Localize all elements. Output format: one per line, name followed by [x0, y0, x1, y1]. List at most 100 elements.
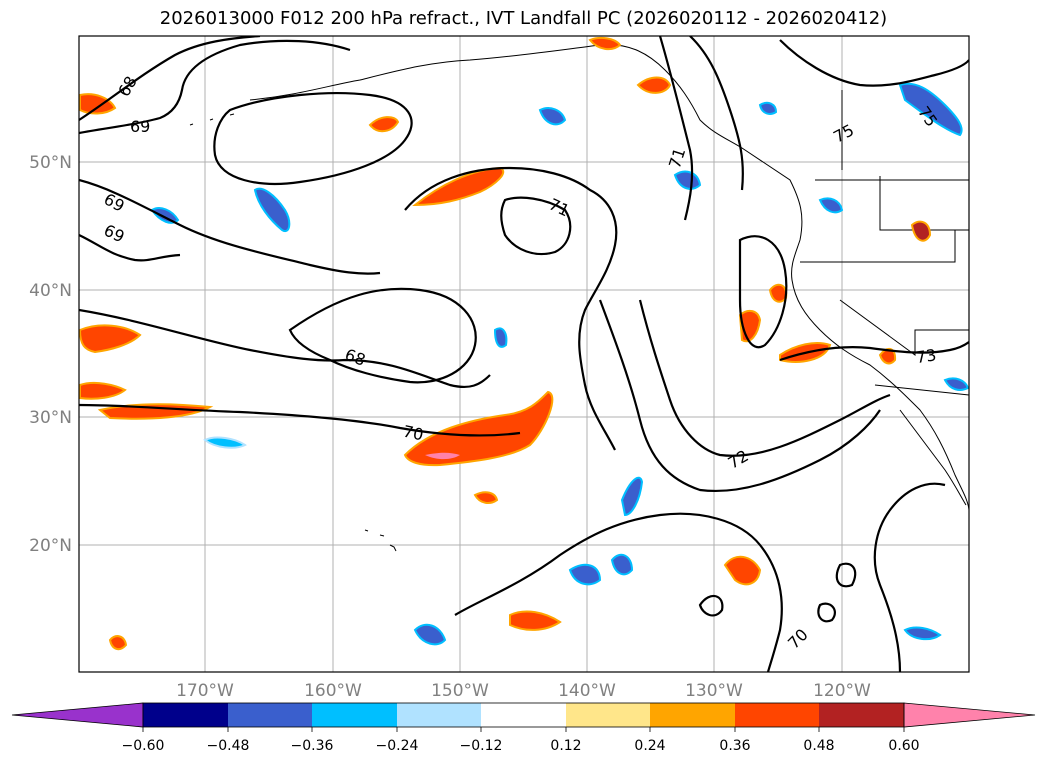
baja-california	[899, 409, 967, 506]
colorbar-tick-label: 0.12	[550, 738, 581, 754]
border-us-mexico	[874, 384, 969, 396]
anomaly-blob-11	[509, 610, 562, 631]
state-border-2	[800, 230, 956, 263]
lat-label-50n: 50°N	[29, 153, 72, 173]
contour-71-closed	[500, 196, 572, 256]
colorbar-tick-label: −0.12	[460, 738, 503, 754]
longitude-labels: 170°W 160°W 150°W 140°W 130°W 120°W	[176, 681, 871, 701]
contour-70-lower	[79, 403, 521, 437]
colorbar-segment	[143, 703, 228, 727]
colorbar-tick-label: 0.60	[888, 738, 919, 754]
anomaly-blob-3	[79, 381, 127, 400]
negative-anomalies	[150, 82, 969, 646]
contour-71-north	[658, 36, 694, 221]
anomaly-blob-1-core	[425, 452, 460, 460]
colorbar-segment	[650, 703, 735, 727]
state-border-3	[839, 299, 969, 356]
anomaly-blob-16	[108, 635, 128, 651]
anomaly-blob-4	[97, 403, 214, 420]
contour-69-middle	[79, 178, 381, 275]
contour-closed-north	[213, 92, 413, 185]
negative-blob-6	[568, 563, 602, 586]
negative-blob-13	[758, 101, 778, 115]
lat-label-30n: 30°N	[29, 408, 72, 428]
north-america-coast	[249, 44, 969, 511]
colorbar-segment	[397, 703, 481, 727]
anomaly-blob-17	[473, 491, 499, 504]
contour-closed-central	[288, 287, 477, 384]
colorbar-segment	[735, 703, 819, 727]
negative-blob-2	[898, 82, 963, 137]
colorbar-tick-label: −0.48	[207, 738, 250, 754]
contour-72-inner	[638, 299, 891, 457]
aleutian-islands	[189, 113, 235, 126]
lon-label-150w: 150°W	[431, 681, 489, 701]
negative-blob-8	[413, 623, 447, 646]
coastlines	[189, 44, 969, 552]
map-title: 2026013000 F012 200 hPa refract., IVT La…	[159, 8, 888, 29]
negative-blob-14	[493, 327, 508, 348]
refractivity-contours	[79, 36, 969, 672]
contour-75-north	[779, 39, 969, 87]
contour-69-north	[79, 39, 351, 135]
colorbar: −0.60 −0.48 −0.36 −0.24 −0.12 0.12 0.24 …	[11, 702, 1036, 754]
colorbar-segment	[566, 703, 650, 727]
colorbar-segment	[228, 703, 312, 727]
colorbar-outline	[142, 702, 905, 728]
negative-blob-12	[818, 197, 844, 214]
colorbar-tick-label: 0.48	[803, 738, 834, 754]
negative-blob-5	[673, 170, 702, 190]
lon-label-140w: 140°W	[558, 681, 616, 701]
contour-72-north	[689, 36, 744, 191]
negative-blob-15	[943, 377, 969, 391]
contour-70-south	[454, 512, 783, 672]
map-border	[78, 35, 970, 673]
lat-label-40n: 40°N	[29, 281, 72, 301]
negative-blob-10	[203, 436, 247, 449]
negative-blob-4	[538, 107, 567, 126]
contour-small-2	[835, 562, 857, 588]
lon-label-130w: 130°W	[685, 681, 743, 701]
state-border-1	[879, 176, 969, 231]
anomaly-blob-5	[412, 166, 505, 207]
anomaly-blob-1	[403, 390, 554, 467]
contour-small-3	[817, 602, 836, 623]
colorbar-extend-left	[11, 702, 144, 728]
colorbar-segment	[481, 703, 566, 727]
colorbar-tick-label: −0.60	[122, 738, 165, 754]
contour-closed-east	[738, 235, 788, 349]
colorbar-tick-label: 0.36	[719, 738, 750, 754]
contour-label: 69	[130, 117, 150, 136]
negative-blob-11	[903, 626, 942, 641]
contour-73	[779, 341, 969, 362]
contour-70-east	[873, 482, 946, 672]
colorbar-tick-label: −0.36	[291, 738, 334, 754]
anomaly-blob-12	[79, 93, 117, 115]
contour-label: 73	[915, 345, 938, 367]
lon-label-120w: 120°W	[813, 681, 871, 701]
contour-68-north	[79, 36, 261, 121]
colorbar-tick-label: −0.24	[376, 738, 419, 754]
negative-blob-9	[620, 476, 644, 517]
colorbar-segment	[819, 703, 904, 727]
anomaly-blob-14	[636, 76, 672, 94]
hawaii-islands	[364, 529, 397, 552]
contour-72-south	[598, 299, 881, 493]
negative-blob-1	[253, 187, 291, 233]
anomaly-blob-13	[368, 116, 400, 133]
anomaly-blob-9	[910, 220, 932, 242]
contour-small-1	[698, 594, 724, 617]
anomaly-blob-15	[588, 36, 622, 51]
colorbar-extend-right	[903, 702, 1036, 728]
contour-69-lower	[79, 234, 181, 262]
contour-label: 70	[401, 422, 425, 445]
lon-label-160w: 160°W	[304, 681, 362, 701]
positive-anomalies	[79, 36, 932, 651]
colorbar-ticks	[142, 727, 905, 732]
contour-70-arc	[404, 166, 618, 451]
anomaly-blob-2	[79, 324, 142, 354]
anomaly-blob-10	[723, 555, 762, 586]
colorbar-tick-label: 0.24	[634, 738, 665, 754]
negative-blob-7	[610, 553, 634, 576]
